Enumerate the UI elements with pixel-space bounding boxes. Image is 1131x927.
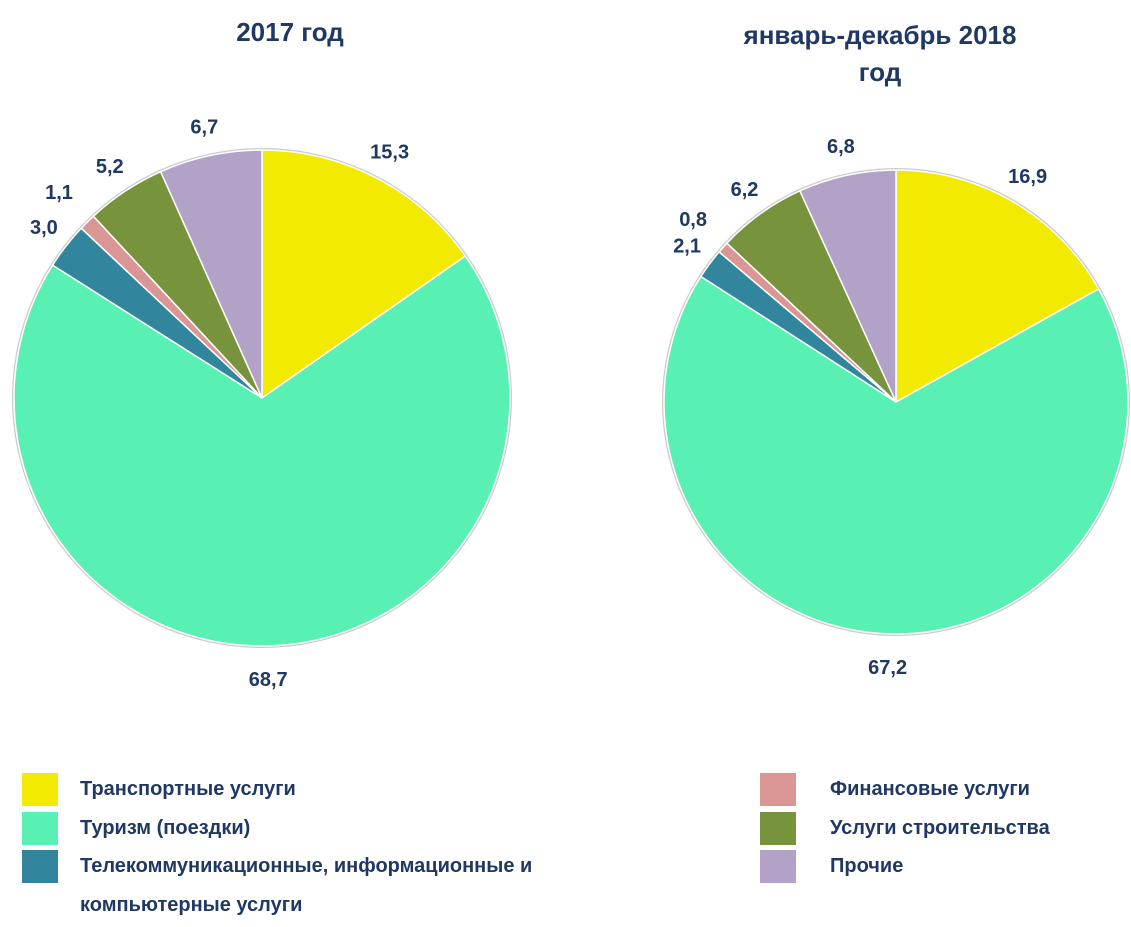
legend-swatch: [760, 850, 796, 883]
pie-shadow: [662, 168, 1130, 636]
data-label: 15,3: [370, 142, 409, 164]
data-label: 68,7: [249, 669, 288, 691]
data-label: 5,2: [96, 156, 124, 178]
data-label: 2,1: [673, 235, 701, 257]
pie-slice: [13, 254, 511, 647]
legend-swatch: [760, 773, 796, 806]
chart-title: январь-декабрь 2018 год: [743, 20, 1017, 87]
legend-label: Туризм (поездки): [80, 816, 251, 839]
data-label: 0,8: [679, 209, 707, 231]
data-label: 3,0: [30, 217, 58, 239]
pie-slice: [261, 149, 467, 400]
chart-title: 2017 год: [236, 17, 344, 47]
legend-swatch: [22, 811, 58, 845]
legend-swatch: [22, 773, 58, 806]
pie-shadow: [12, 148, 512, 648]
legend-label: Финансовые услуги: [830, 778, 1030, 800]
data-label: 1,1: [45, 182, 73, 204]
data-label: 6,2: [731, 179, 759, 201]
legend-label: Прочие: [830, 855, 904, 877]
data-label: 6,7: [190, 116, 218, 138]
data-label: 67,2: [868, 657, 907, 679]
pie-slice: [663, 275, 1129, 635]
data-label: 16,9: [1008, 166, 1047, 188]
pie-slice: [895, 169, 1100, 404]
legend-swatch: [760, 811, 796, 845]
legend-label: Транспортные услуги: [80, 778, 296, 800]
pie-slice: [798, 169, 897, 403]
legend-label: Услуги строительства: [830, 816, 1050, 839]
data-label: 6,8: [827, 136, 855, 158]
legend-swatch: [22, 850, 58, 883]
pie-slice: [159, 149, 263, 399]
legend-label: Телекоммуникационные, информационные и к…: [80, 855, 533, 916]
